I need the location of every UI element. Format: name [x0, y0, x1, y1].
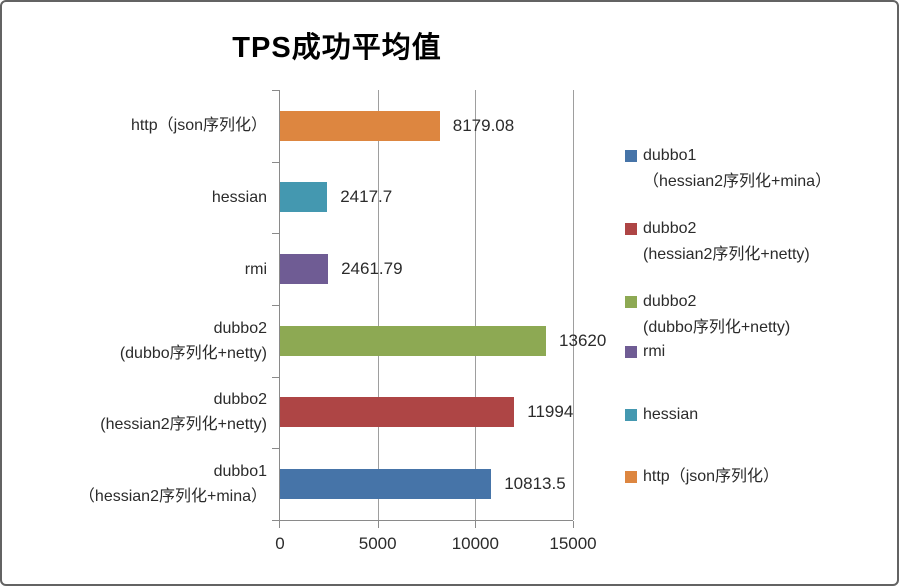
- y-axis-tick: [272, 448, 279, 450]
- category-label-line: http（json序列化）: [130, 117, 267, 135]
- category-label-line: （hessian2序列化+mina）: [78, 488, 267, 506]
- y-axis-tick: [272, 520, 279, 521]
- legend-item-hessian: hessian: [625, 402, 698, 428]
- x-axis-tick-label: 10000: [451, 534, 499, 553]
- legend-item-dubbo2-hessian2-netty: dubbo2 (hessian2序列化+netty): [625, 216, 810, 268]
- y-axis-tick: [272, 233, 279, 235]
- y-axis-tick: [272, 376, 279, 378]
- legend-label: http（json序列化）: [643, 464, 779, 490]
- category-label-line: (dubbo序列化+netty): [119, 344, 267, 362]
- category-label-hessian: hessian: [2, 162, 267, 234]
- legend-label: rmi: [643, 339, 665, 365]
- legend-swatch-dubbo2-dubbo: [625, 296, 637, 308]
- category-label-line: (hessian2序列化+netty): [100, 416, 267, 434]
- legend-label-line: (hessian2序列化+netty): [643, 246, 810, 263]
- gridline-5000: [377, 90, 379, 520]
- chart-title: TPS成功平均值: [232, 32, 442, 64]
- x-axis-tick-label: 15000: [549, 534, 597, 553]
- legend-label-line: dubbo1: [643, 147, 697, 164]
- legend-swatch-dubbo2-hessian2: [625, 223, 637, 235]
- legend-item-dubbo1-hessian2-mina: dubbo1 （hessian2序列化+mina）: [625, 143, 831, 195]
- category-label-dubbo1-hessian2-mina: dubbo1 （hessian2序列化+mina）: [2, 448, 267, 520]
- legend-label-line: dubbo2: [643, 293, 697, 310]
- bar-row-http-json: 8179.08: [280, 90, 573, 162]
- bar-hessian: [280, 182, 328, 213]
- category-label-http-json: http（json序列化）: [2, 90, 267, 162]
- legend-label: dubbo2 (hessian2序列化+netty): [643, 216, 810, 268]
- value-label: 2461.79: [341, 259, 403, 279]
- x-axis-tick: [377, 521, 379, 528]
- legend-swatch-dubbo1: [625, 150, 637, 162]
- legend-label-line: dubbo2: [643, 220, 697, 237]
- bar-dubbo1-hessian2-mina: [280, 469, 492, 500]
- legend-label-line: http（json序列化）: [643, 468, 780, 485]
- legend-swatch-rmi: [625, 346, 637, 358]
- gridline-10000: [475, 90, 477, 520]
- legend-item-http-json: http（json序列化）: [625, 464, 779, 490]
- bar-http-json: [280, 110, 440, 141]
- legend-label: dubbo1 （hessian2序列化+mina）: [643, 143, 831, 195]
- legend: dubbo1 （hessian2序列化+mina） dubbo2 (hessia…: [625, 2, 895, 584]
- legend-label-line: （hessian2序列化+mina）: [643, 173, 832, 190]
- category-label-line: hessian: [211, 188, 267, 206]
- legend-label: hessian: [643, 402, 698, 428]
- category-axis: http（json序列化） hessian rmi dubbo2 (dubbo序…: [2, 90, 267, 520]
- legend-label: dubbo2 (dubbo序列化+netty): [643, 289, 790, 341]
- category-label-rmi: rmi: [2, 233, 267, 305]
- value-label: 11994: [527, 402, 574, 422]
- legend-item-rmi: rmi: [625, 339, 665, 365]
- y-axis-tick: [272, 161, 279, 163]
- legend-label-line: (dubbo序列化+netty): [643, 319, 791, 336]
- bar-dubbo2-dubbo-netty: [280, 325, 547, 356]
- legend-swatch-http-json: [625, 471, 637, 483]
- bar-row-dubbo1-hessian2-mina: 10813.5: [280, 448, 573, 520]
- value-label: 10813.5: [504, 474, 566, 494]
- plot-rows: 8179.08 2417.7 2461.79 13620 11994 10813…: [280, 90, 606, 520]
- x-axis-tick: [475, 521, 477, 528]
- bar-row-rmi: 2461.79: [280, 233, 573, 305]
- legend-label-line: hessian: [643, 406, 699, 423]
- x-axis-tick: [279, 521, 280, 528]
- category-label-dubbo2-hessian2-netty: dubbo2 (hessian2序列化+netty): [2, 377, 267, 449]
- x-axis-tick: [573, 521, 574, 528]
- bar-rmi: [280, 254, 329, 285]
- category-label-line: dubbo2: [213, 391, 267, 409]
- legend-label-line: rmi: [643, 343, 666, 360]
- bar-dubbo2-hessian2-netty: [280, 397, 515, 428]
- x-axis-tick-label: 5000: [358, 534, 397, 553]
- category-label-dubbo2-dubbo-netty: dubbo2 (dubbo序列化+netty): [2, 305, 267, 377]
- x-axis-tick-label: 0: [275, 534, 285, 553]
- gridline-15000: [573, 90, 574, 520]
- category-label-line: rmi: [244, 260, 267, 278]
- value-label: 13620: [559, 330, 607, 350]
- bar-row-dubbo2-dubbo-netty: 13620: [280, 305, 606, 377]
- value-label: 8179.08: [452, 115, 515, 135]
- bar-row-dubbo2-hessian2-netty: 11994: [280, 377, 573, 449]
- plot-area: 0 5000 10000 15000 8179.08 2417.7 2461.7…: [272, 90, 606, 553]
- category-label-line: dubbo2: [213, 319, 267, 337]
- y-axis-tick: [272, 90, 279, 91]
- category-label-line: dubbo1: [213, 463, 267, 481]
- value-label: 2417.7: [340, 187, 393, 207]
- legend-swatch-hessian: [625, 409, 637, 421]
- y-axis-tick: [272, 305, 279, 306]
- legend-item-dubbo2-dubbo-netty: dubbo2 (dubbo序列化+netty): [625, 289, 790, 341]
- bar-row-hessian: 2417.7: [280, 162, 573, 234]
